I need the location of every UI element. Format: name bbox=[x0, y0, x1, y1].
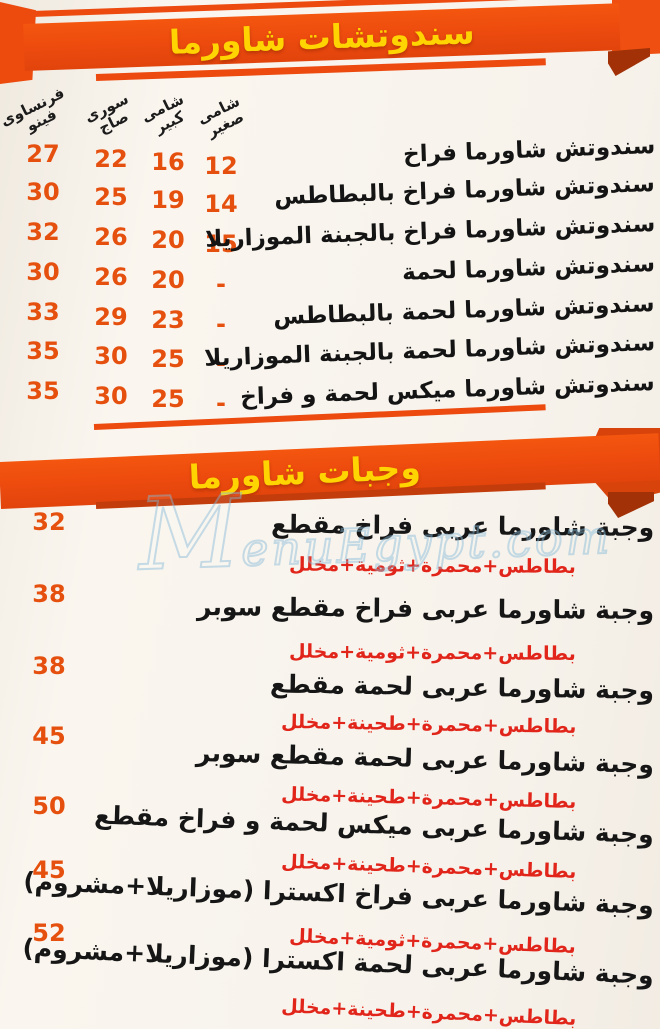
price-cell: 25 bbox=[94, 183, 128, 211]
price-value: 32 bbox=[32, 508, 66, 536]
table-row: 27 22 16 12 سندوتش شاورما فراخ bbox=[0, 133, 660, 180]
price-value: 50 bbox=[32, 792, 66, 820]
price-cell: 23 bbox=[151, 306, 185, 334]
menu-item-extras: بطاطس+محمرة+ثومية+مخلل bbox=[289, 640, 577, 665]
price-cell: 20 bbox=[151, 266, 185, 294]
menu-item-name: سندوتش شاورما ميكس لحمة و فراخ bbox=[240, 370, 656, 411]
price-cell: 33 bbox=[26, 298, 60, 326]
price-value: 52 bbox=[32, 919, 66, 947]
table-row: 30 25 19 14 سندوتش شاورما فراخ بالبطاطس bbox=[0, 171, 660, 218]
section-title-sandwiches: سندوتشات شاورما bbox=[168, 12, 476, 62]
price-cell: - bbox=[216, 270, 226, 298]
price-cell: 12 bbox=[204, 152, 238, 180]
table-row: 35 30 25 - سندوتش شاورما لحمة بالجبنة ال… bbox=[0, 330, 660, 377]
menu-item-extras: بطاطس+محمرة+طحينة+مخلل bbox=[280, 995, 577, 1029]
table-row: 32 26 20 15 سندوتش شاورما فراخ بالجبنة ا… bbox=[0, 211, 660, 258]
price-cell: 29 bbox=[94, 303, 128, 331]
price-cell: - bbox=[216, 389, 226, 417]
price-value: 45 bbox=[32, 722, 66, 750]
price-cell: 26 bbox=[94, 263, 128, 291]
menu-item-extras: بطاطس+محمرة+ثومية+مخلل bbox=[289, 553, 577, 578]
price-cell: 35 bbox=[26, 377, 60, 405]
table-row: 35 30 25 - سندوتش شاورما ميكس لحمة و فرا… bbox=[0, 370, 660, 417]
price-cell: - bbox=[216, 310, 226, 338]
table-row: 33 29 23 - سندوتش شاورما لحمة بالبطاطس bbox=[0, 291, 660, 338]
menu-item-name: وجبة شاورما عربى فراخ مقطع bbox=[270, 509, 655, 542]
price-cell: 14 bbox=[204, 190, 238, 218]
price-cell: 15 bbox=[204, 230, 238, 258]
price-cell: - bbox=[216, 349, 226, 377]
price-cell: 20 bbox=[151, 226, 185, 254]
price-cell: 22 bbox=[94, 145, 128, 173]
price-cell: 30 bbox=[26, 178, 60, 206]
menu-item-extras: بطاطس+محمرة+طحينة+مخلل bbox=[280, 710, 577, 738]
menu-item-name: سندوتش شاورما فراخ bbox=[402, 133, 656, 168]
price-value: 38 bbox=[32, 652, 66, 680]
price-cell: 16 bbox=[151, 148, 185, 176]
menu-item-name: سندوتش شاورما لحمة بالجبنة الموزاريلا bbox=[203, 330, 656, 372]
menu-item-name: سندوتش شاورما لحمة bbox=[401, 251, 656, 286]
price-cell: 35 bbox=[26, 337, 60, 365]
menu-item-name: سندوتش شاورما فراخ بالجبنة الموزاريلا bbox=[204, 211, 656, 253]
ribbon-fold-shadow bbox=[608, 48, 650, 76]
price-cell: 25 bbox=[151, 385, 185, 413]
price-cell: 30 bbox=[94, 342, 128, 370]
menu-item-name: سندوتش شاورما فراخ بالبطاطس bbox=[273, 171, 656, 211]
price-value: 38 bbox=[32, 580, 66, 608]
table-row: 30 26 20 - سندوتش شاورما لحمة bbox=[0, 251, 660, 298]
column-header-feno: فرنساوى فينو bbox=[0, 84, 74, 142]
price-cell: 19 bbox=[151, 186, 185, 214]
price-cell: 30 bbox=[26, 258, 60, 286]
price-cell: 27 bbox=[26, 140, 60, 168]
price-cell: 25 bbox=[151, 345, 185, 373]
menu-item-name: وجبة شاورما عربى فراخ مقطع سوبر bbox=[196, 592, 655, 625]
price-cell: 30 bbox=[94, 382, 128, 410]
price-value: 45 bbox=[32, 856, 66, 884]
menu-item-name: وجبة شاورما عربى لحمة مقطع bbox=[269, 669, 655, 705]
price-cell: 32 bbox=[26, 218, 60, 246]
menu-item-name: وجبة شاورما عربى لحمة مقطع سوبر bbox=[195, 738, 655, 779]
menu-item-name: سندوتش شاورما لحمة بالبطاطس bbox=[273, 291, 656, 331]
price-cell: 26 bbox=[94, 223, 128, 251]
column-header-saghir: شامى صغير bbox=[186, 89, 258, 146]
